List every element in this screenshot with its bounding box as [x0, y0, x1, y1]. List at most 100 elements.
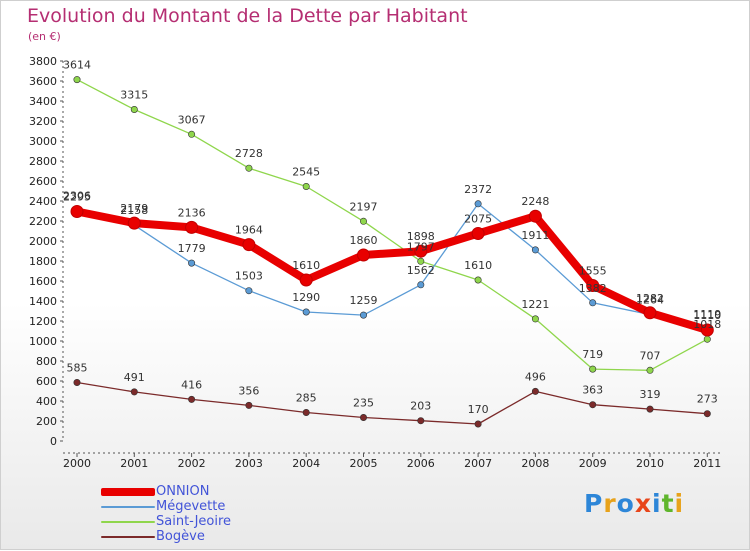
data-point: [245, 287, 253, 295]
logo-letter: t: [661, 489, 675, 518]
data-point: [531, 387, 539, 395]
data-label: 2248: [521, 195, 549, 208]
chart-unit: (en €): [28, 30, 61, 43]
logo-letter: x: [634, 489, 652, 518]
data-label: 235: [353, 397, 374, 410]
logo-letter: i: [674, 489, 685, 518]
proxiti-logo: Proxiti: [584, 489, 684, 518]
data-point: [531, 315, 539, 323]
data-label: 2197: [350, 200, 378, 213]
data-point: [73, 76, 81, 84]
x-tick-label: 2008: [521, 457, 549, 470]
data-point: [188, 395, 196, 403]
y-tick-label: 3800: [29, 55, 57, 68]
data-label: 1911: [521, 229, 549, 242]
data-label: 1610: [464, 259, 492, 272]
data-point: [302, 183, 310, 191]
x-tick-label: 2004: [292, 457, 320, 470]
logo-letter: i: [652, 489, 662, 518]
data-point: [589, 401, 597, 409]
data-label: 2306: [63, 189, 91, 202]
legend-swatch: [101, 487, 155, 496]
series-line-3: [76, 381, 708, 425]
data-label: 1110: [693, 309, 721, 322]
data-point: [185, 220, 199, 234]
data-label: 285: [296, 392, 317, 405]
data-label: 1282: [636, 292, 664, 305]
x-tick-label: 2006: [407, 457, 435, 470]
data-label: 273: [697, 393, 718, 406]
logo-letter: P: [584, 489, 604, 518]
x-tick-label: 2007: [464, 457, 492, 470]
data-label: 2179: [120, 202, 148, 215]
x-tick-label: 2000: [63, 457, 91, 470]
data-point: [302, 408, 310, 416]
data-label: 2372: [464, 183, 492, 196]
data-label: 2136: [178, 206, 206, 219]
legend-label: Saint-Jeoire: [156, 514, 232, 529]
data-point: [359, 311, 367, 319]
data-point: [589, 299, 597, 307]
y-tick-label: 800: [36, 355, 57, 368]
y-tick-label: 2000: [29, 235, 57, 248]
x-tick-label: 2001: [120, 457, 148, 470]
data-label: 707: [640, 349, 661, 362]
data-point: [302, 308, 310, 316]
y-tick-label: 2600: [29, 175, 57, 188]
data-label: 585: [67, 362, 88, 375]
data-label: 1018: [693, 318, 721, 331]
y-tick-label: 200: [36, 415, 57, 428]
legend-swatch: [101, 535, 155, 538]
x-tick-label: 2002: [178, 457, 206, 470]
data-point: [474, 276, 482, 284]
data-label: 1562: [407, 264, 435, 277]
y-tick-label: 1200: [29, 315, 57, 328]
series-line-1: [76, 203, 708, 330]
y-tick-label: 3400: [29, 95, 57, 108]
x-tick-label: 2011: [693, 457, 721, 470]
data-label: 1259: [350, 294, 378, 307]
data-point: [359, 217, 367, 225]
x-tick-label: 2003: [235, 457, 263, 470]
legend-label: Bogève: [156, 529, 205, 544]
data-point: [417, 257, 425, 265]
data-label: 1221: [521, 298, 549, 311]
data-label: 1610: [292, 259, 320, 272]
data-point: [586, 279, 600, 292]
data-label: 319: [640, 388, 661, 401]
data-point: [242, 238, 256, 252]
y-tick-label: 1400: [29, 295, 57, 308]
data-point: [528, 209, 542, 223]
y-tick-label: 3000: [29, 135, 57, 148]
data-label: 1797: [407, 240, 435, 253]
data-point: [359, 413, 367, 421]
data-point: [130, 388, 138, 396]
y-tick-label: 600: [36, 375, 57, 388]
y-tick-label: 1800: [29, 255, 57, 268]
data-point: [417, 281, 425, 289]
data-label: 170: [468, 403, 489, 416]
data-point: [417, 417, 425, 425]
data-label: 203: [410, 400, 431, 413]
data-point: [646, 405, 654, 413]
data-point: [531, 246, 539, 254]
data-point: [703, 335, 711, 343]
x-tick-label: 2009: [579, 457, 607, 470]
data-label: 3315: [120, 89, 148, 102]
y-tick-label: 1000: [29, 335, 57, 348]
legend-swatch: [101, 505, 155, 508]
y-tick-label: 2200: [29, 215, 57, 228]
series-line-0: [73, 207, 712, 334]
data-label: 719: [582, 348, 603, 361]
data-point: [589, 365, 597, 373]
data-point: [700, 323, 714, 337]
data-label: 2728: [235, 147, 263, 160]
data-point: [474, 200, 482, 208]
data-label: 1555: [579, 265, 607, 278]
y-tick-label: 3200: [29, 115, 57, 128]
data-point: [414, 244, 428, 258]
data-point: [188, 130, 196, 138]
x-tick-label: 2005: [350, 457, 378, 470]
